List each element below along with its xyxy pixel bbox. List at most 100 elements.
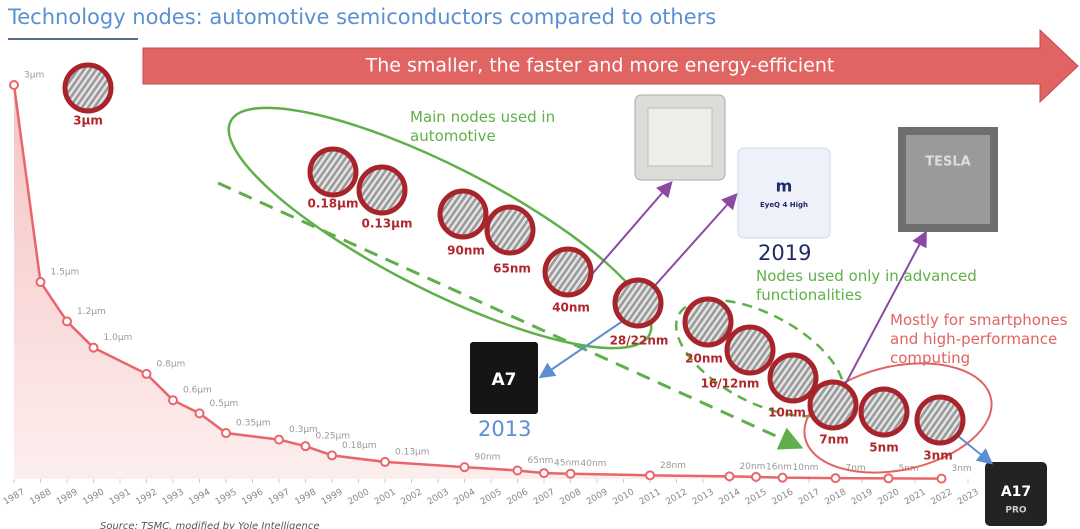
x-tick-label: 2008 xyxy=(558,487,583,507)
badge-label: 40nm xyxy=(552,301,590,315)
point xyxy=(168,395,178,406)
badge-label: 5nm xyxy=(869,441,898,455)
node-badge xyxy=(484,204,536,256)
x-tick-label: 1987 xyxy=(2,487,27,507)
value-label: 0.8µm xyxy=(157,359,186,369)
dashed-trend xyxy=(217,181,804,450)
x-tick-label: 1994 xyxy=(187,487,212,507)
annotation: Mostly for smartphones and high-performan… xyxy=(890,311,1068,367)
x-tick-label: 1989 xyxy=(55,487,80,507)
x-tick-label: 1988 xyxy=(28,487,53,507)
chip-a7 xyxy=(470,342,538,414)
point xyxy=(936,473,947,484)
x-tick-label: 1999 xyxy=(320,487,345,507)
point xyxy=(830,473,841,484)
value-label: 65nm xyxy=(528,456,554,466)
value-label: 0.35µm xyxy=(236,419,271,429)
x-tick-label: 1996 xyxy=(240,487,265,507)
chart-title: Technology nodes: automotive semiconduct… xyxy=(7,5,716,29)
chip-a17 xyxy=(985,462,1047,526)
value-label: 0.25µm xyxy=(316,432,351,442)
point xyxy=(300,441,311,452)
smartphone-ellipse xyxy=(803,362,993,474)
node-badge xyxy=(724,324,776,376)
value-label: 40nm xyxy=(581,459,607,469)
point xyxy=(35,277,46,287)
x-tick-label: 2022 xyxy=(929,487,954,507)
chip-label: EyeQ 4 High xyxy=(760,201,808,209)
x-tick-label: 2009 xyxy=(585,487,610,507)
node-badge xyxy=(682,296,734,348)
value-label: 1.0µm xyxy=(104,333,133,343)
point xyxy=(327,450,337,461)
value-label: 0.6µm xyxy=(183,386,212,396)
annotation: Main nodes used in automotive xyxy=(410,108,555,145)
x-tick-label: 2011 xyxy=(638,487,663,507)
x-tick-label: 1991 xyxy=(108,487,133,507)
automotive-ellipse xyxy=(227,106,653,350)
value-label: 0.3µm xyxy=(289,425,318,435)
area xyxy=(14,85,942,479)
value-label: 3nm xyxy=(952,464,972,474)
value-label: 10nm xyxy=(793,463,819,473)
x-tick-label: 2023 xyxy=(956,487,981,507)
badge-label: 20nm xyxy=(685,352,723,366)
point xyxy=(539,468,549,479)
x-tick-label: 2005 xyxy=(479,487,504,507)
x-tick-label: 1990 xyxy=(81,487,106,507)
value-label: 45nm xyxy=(554,459,580,469)
annotations: m Main nodes used in automotive Nodes used… xyxy=(62,62,1068,526)
x-tick-label: 2021 xyxy=(903,487,928,507)
x-tick-label: 2002 xyxy=(399,487,424,507)
value-label: 28nm xyxy=(660,461,686,471)
point xyxy=(751,471,761,482)
arrow xyxy=(641,193,738,301)
node-badge xyxy=(858,386,910,438)
arrow xyxy=(538,311,637,379)
point xyxy=(274,434,284,445)
value-label: 0.13µm xyxy=(395,447,430,457)
x-tick-label: 2003 xyxy=(426,487,451,507)
point xyxy=(883,473,894,484)
x-tick-label: 1993 xyxy=(161,487,186,507)
point xyxy=(88,342,99,353)
point xyxy=(459,462,470,473)
chip-label: PRO xyxy=(1005,506,1027,516)
banner-arrow xyxy=(142,28,1079,104)
x-tick-label: 1995 xyxy=(214,487,239,507)
banner-text: The smaller, the faster and more energy-… xyxy=(365,55,835,77)
source: Source: TSMC, modified by Yole Intellige… xyxy=(100,521,320,529)
x-tick-label: 2012 xyxy=(664,487,689,507)
node-badge xyxy=(356,164,408,216)
x-tick-label: 2017 xyxy=(797,487,822,507)
value-label: 3µm xyxy=(24,71,44,81)
node-badge xyxy=(62,62,114,114)
chip-tesla-die xyxy=(906,135,990,224)
x-tick-label: 2016 xyxy=(770,487,795,507)
point xyxy=(194,408,205,419)
x-tick-label: 2015 xyxy=(744,487,769,507)
arrow xyxy=(837,230,927,399)
x-tick-label: 2000 xyxy=(346,487,371,507)
node-badge xyxy=(612,277,664,329)
annotation: 2019 xyxy=(758,241,811,265)
badge-label: 3µm xyxy=(73,114,103,128)
value-label: 0.18µm xyxy=(342,441,377,451)
x-tick-label: 2013 xyxy=(691,487,716,507)
value-label: 90nm xyxy=(475,453,501,463)
x-tick-label: 1992 xyxy=(134,487,159,507)
badge-label: 65nm xyxy=(493,262,531,276)
arrow xyxy=(957,435,994,465)
chip-label: A17 xyxy=(1001,484,1031,500)
x-tick-label: 1997 xyxy=(267,487,292,507)
x-tick-label: 2010 xyxy=(611,487,636,507)
badge-label: 0.13µm xyxy=(362,217,413,231)
chip-stm-die xyxy=(647,107,713,167)
x-tick-label: 2018 xyxy=(823,487,848,507)
value-label: 16nm xyxy=(766,462,792,472)
badge-label: 7nm xyxy=(819,433,848,447)
value-label: 0.5µm xyxy=(210,399,239,409)
chip-label: A7 xyxy=(492,370,517,390)
node-badge xyxy=(914,394,966,446)
